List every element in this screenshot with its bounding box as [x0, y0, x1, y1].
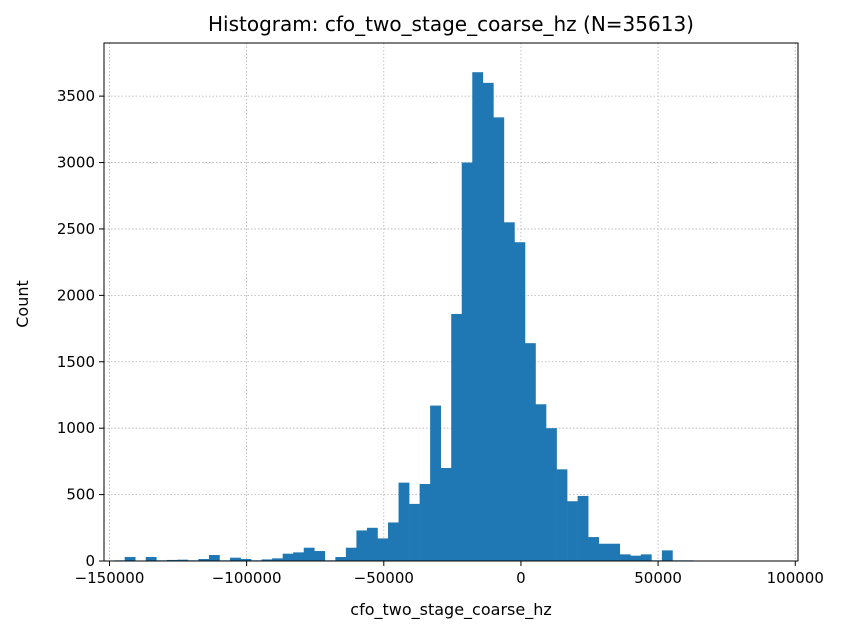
histogram-bar: [619, 554, 631, 561]
histogram-bar: [388, 522, 399, 561]
histogram-bar: [430, 405, 441, 561]
histogram-bar: [472, 72, 484, 561]
x-tick-label: −50000: [354, 569, 414, 587]
histogram-bar: [630, 555, 642, 561]
x-tick-label: 0: [516, 569, 526, 587]
histogram-bar: [145, 557, 157, 561]
y-tick-label: 2000: [57, 286, 95, 304]
x-tick-label: 50000: [634, 569, 682, 587]
histogram-bar: [598, 543, 610, 561]
histogram-bar: [535, 404, 547, 561]
histogram-bar: [166, 559, 178, 561]
histogram-bar: [272, 558, 283, 561]
histogram-bar: [661, 550, 673, 561]
histogram-bar: [640, 554, 652, 561]
histogram-bar: [524, 343, 536, 561]
histogram-bar: [293, 552, 305, 561]
histogram-bar: [356, 530, 368, 561]
histogram-bar: [282, 553, 294, 561]
histogram-bar: [366, 527, 378, 561]
histogram-bar: [556, 469, 568, 561]
axis-ticks: −150000 −100000 −50000 0 50000 100000 0 500 1000…: [57, 87, 824, 587]
histogram-bar: [345, 547, 357, 561]
x-tick-label: −150000: [75, 569, 145, 587]
histogram-bar: [451, 313, 463, 561]
histogram-bar: [419, 483, 431, 561]
histogram-bar: [546, 428, 557, 561]
y-tick-label: 3000: [57, 154, 95, 172]
y-tick-label: 3500: [57, 87, 95, 105]
histogram-bar: [230, 557, 241, 561]
histogram-bar: [261, 559, 273, 561]
histogram-bar: [398, 482, 410, 561]
histogram-bar: [198, 559, 210, 561]
histogram-bar: [240, 559, 252, 561]
y-tick-label: 1000: [57, 419, 95, 437]
histogram-bars: [114, 72, 726, 562]
y-tick-label: 0: [85, 552, 95, 570]
histogram-bar: [567, 501, 578, 561]
y-tick-label: 500: [66, 486, 95, 504]
histogram-bar: [335, 557, 347, 561]
histogram-bar: [609, 543, 621, 561]
histogram-bar: [461, 162, 473, 562]
histogram-bar: [440, 468, 452, 561]
y-axis-label: Count: [13, 280, 32, 328]
histogram-bar: [503, 222, 515, 562]
histogram-bar: [588, 537, 599, 561]
histogram-bar: [124, 557, 136, 561]
x-tick-label: 100000: [767, 569, 824, 587]
histogram-bar: [482, 82, 494, 561]
chart-title: Histogram: cfo_two_stage_coarse_hz (N=35…: [208, 12, 694, 36]
histogram-bar: [409, 503, 420, 561]
histogram-bar: [377, 538, 389, 561]
histogram-bar: [208, 555, 220, 561]
axes-frame: [103, 42, 799, 562]
x-tick-label: −100000: [212, 569, 282, 587]
histogram-bar: [303, 547, 315, 561]
histogram-bar: [493, 117, 505, 561]
histogram-bar: [177, 559, 189, 561]
plot-frame: [103, 42, 799, 562]
histogram-bar: [514, 242, 526, 561]
histogram-bar: [577, 495, 589, 561]
y-tick-label: 2500: [57, 220, 95, 238]
histogram-bar: [314, 551, 326, 561]
y-tick-label: 1500: [57, 353, 95, 371]
x-axis-label: cfo_two_stage_coarse_hz: [350, 600, 551, 620]
